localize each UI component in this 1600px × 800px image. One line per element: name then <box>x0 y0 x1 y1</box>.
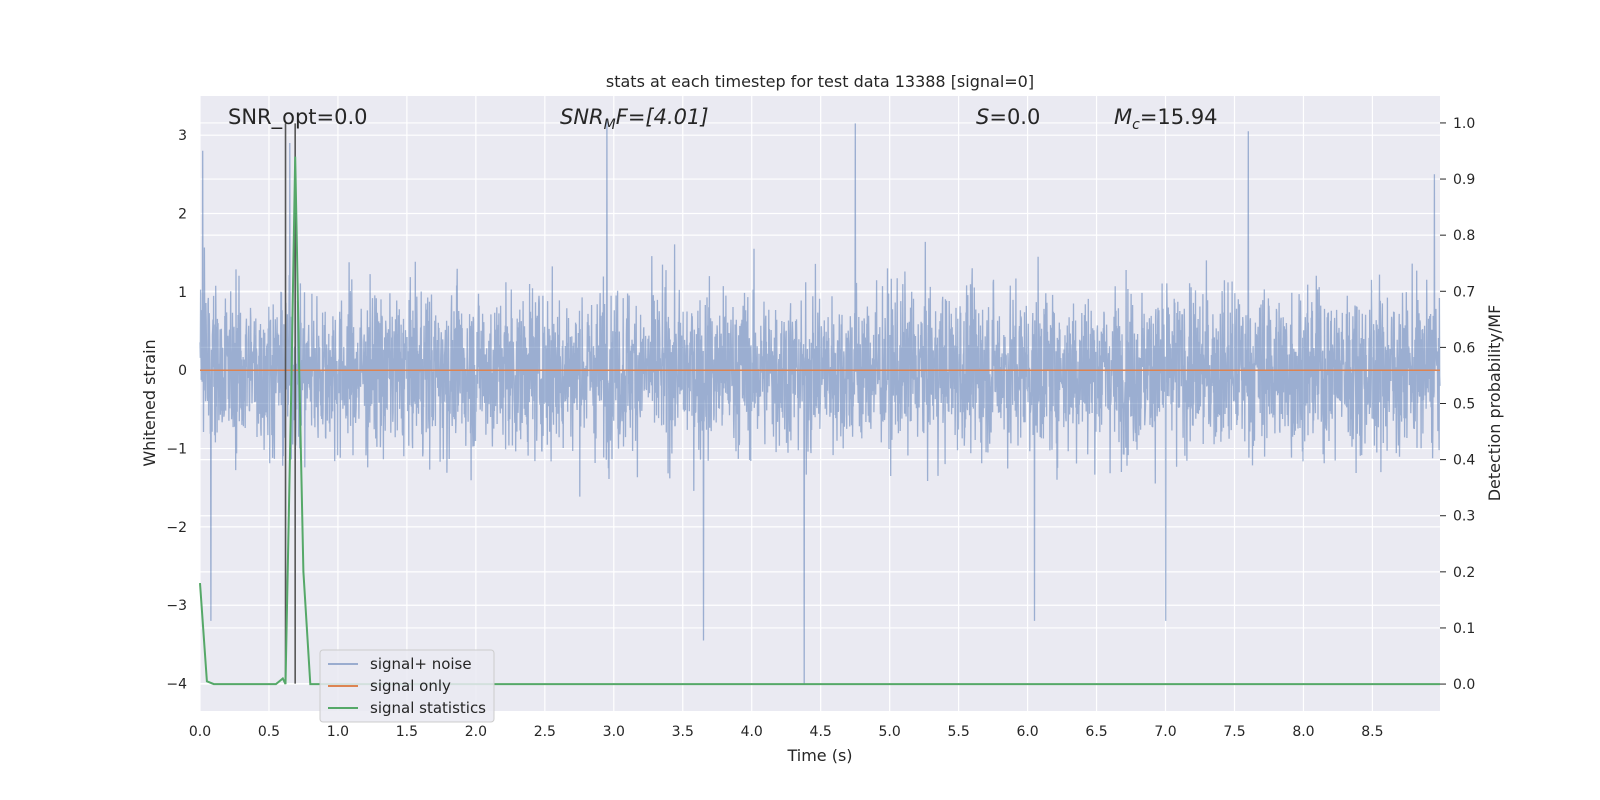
y-right-tick-label: 0.1 <box>1453 621 1475 637</box>
y-tick-label: −1 <box>166 442 187 458</box>
legend-label-signal: signal only <box>370 677 451 695</box>
mc-sub: c <box>1132 117 1140 133</box>
y-left-tick-labels: 3 2 1 0 −1 −2 −3 −4 <box>166 128 187 692</box>
y-tick-label: 2 <box>178 207 187 223</box>
y-right-tick-label: 0.2 <box>1453 565 1475 581</box>
legend-box <box>319 649 495 723</box>
s-name: S <box>976 105 989 129</box>
snr-mf-name: SNR <box>560 105 604 129</box>
x-tick-label: 5.0 <box>879 724 901 740</box>
y-right-tick-labels: 1.0 0.9 0.8 0.7 0.6 0.5 0.4 0.3 0.2 0.1 0.0 <box>1440 116 1475 693</box>
y-tick-label: −3 <box>166 598 187 614</box>
x-tick-label: 6.5 <box>1085 724 1107 740</box>
x-tick-label: 8.0 <box>1292 724 1314 740</box>
y-right-tick-label: 0.8 <box>1453 228 1475 244</box>
y-tick-label: −2 <box>166 520 187 536</box>
x-tick-label: 4.5 <box>810 724 832 740</box>
noise-line <box>199 119 1441 684</box>
signal-statistics-line <box>199 156 1440 686</box>
signal-noise-series <box>199 119 1441 684</box>
y-right-tick-label: 1.0 <box>1453 116 1475 132</box>
snr-mf-tail: F=[4.01] <box>616 105 709 129</box>
mc-tail: =15.94 <box>1140 105 1218 129</box>
x-tick-label: 2.0 <box>465 724 487 740</box>
x-tick-labels: 0.0 0.5 1.0 1.5 2.0 2.5 3.0 3.5 4.0 4.5 5.0 5.5 6.0 6… <box>189 724 1384 740</box>
x-tick-label: 3.0 <box>603 724 625 740</box>
annotation-snr-mf: SNRMF=[4.01] <box>560 105 709 133</box>
x-tick-label: 2.5 <box>534 724 556 740</box>
signal-statistics-series <box>199 156 1440 686</box>
x-tick-label: 0.0 <box>189 724 211 740</box>
annotation-snr-opt: SNR_opt=0.0 <box>228 105 368 130</box>
y-right-tick-label: 0.6 <box>1453 340 1475 356</box>
x-tick-label: 3.5 <box>672 724 694 740</box>
chart-title: stats at each timestep for test data 133… <box>606 72 1034 91</box>
legend-label-noise: signal+ noise <box>370 655 472 673</box>
y-tick-label: 0 <box>178 363 187 379</box>
x-tick-label: 1.5 <box>396 724 418 740</box>
legend-label-stats: signal statistics <box>370 699 486 717</box>
y-right-tick-label: 0.0 <box>1453 677 1475 693</box>
s-tail: =0.0 <box>989 105 1040 129</box>
snr-mf-sub: M <box>604 117 616 133</box>
y-right-tick-label: 0.5 <box>1453 397 1475 413</box>
x-tick-label: 5.5 <box>947 724 969 740</box>
y-right-tick-label: 0.4 <box>1453 453 1475 469</box>
y-right-tick-label: 0.3 <box>1453 509 1475 525</box>
y-right-axis-label: Detection probability/MF <box>1485 305 1504 502</box>
x-tick-label: 6.0 <box>1016 724 1038 740</box>
y-axis-label: Whitened strain <box>140 339 159 466</box>
y-tick-label: 1 <box>178 285 187 301</box>
annotation-mc: Mc=15.94 <box>1114 105 1218 133</box>
legend: signal+ noise signal only signal statist… <box>319 649 495 723</box>
y-right-tick-label: 0.7 <box>1453 284 1475 300</box>
x-tick-label: 7.5 <box>1223 724 1245 740</box>
x-tick-label: 4.0 <box>741 724 763 740</box>
annotation-s: S=0.0 <box>976 105 1040 129</box>
x-tick-label: 0.5 <box>258 724 280 740</box>
y-right-tick-label: 0.9 <box>1453 172 1475 188</box>
x-tick-label: 1.0 <box>327 724 349 740</box>
y-tick-label: −4 <box>166 677 187 693</box>
x-tick-label: 7.0 <box>1154 724 1176 740</box>
x-tick-label: 8.5 <box>1361 724 1383 740</box>
y-tick-label: 3 <box>178 128 187 144</box>
x-axis-label: Time (s) <box>786 746 852 765</box>
mc-name: M <box>1114 105 1132 129</box>
